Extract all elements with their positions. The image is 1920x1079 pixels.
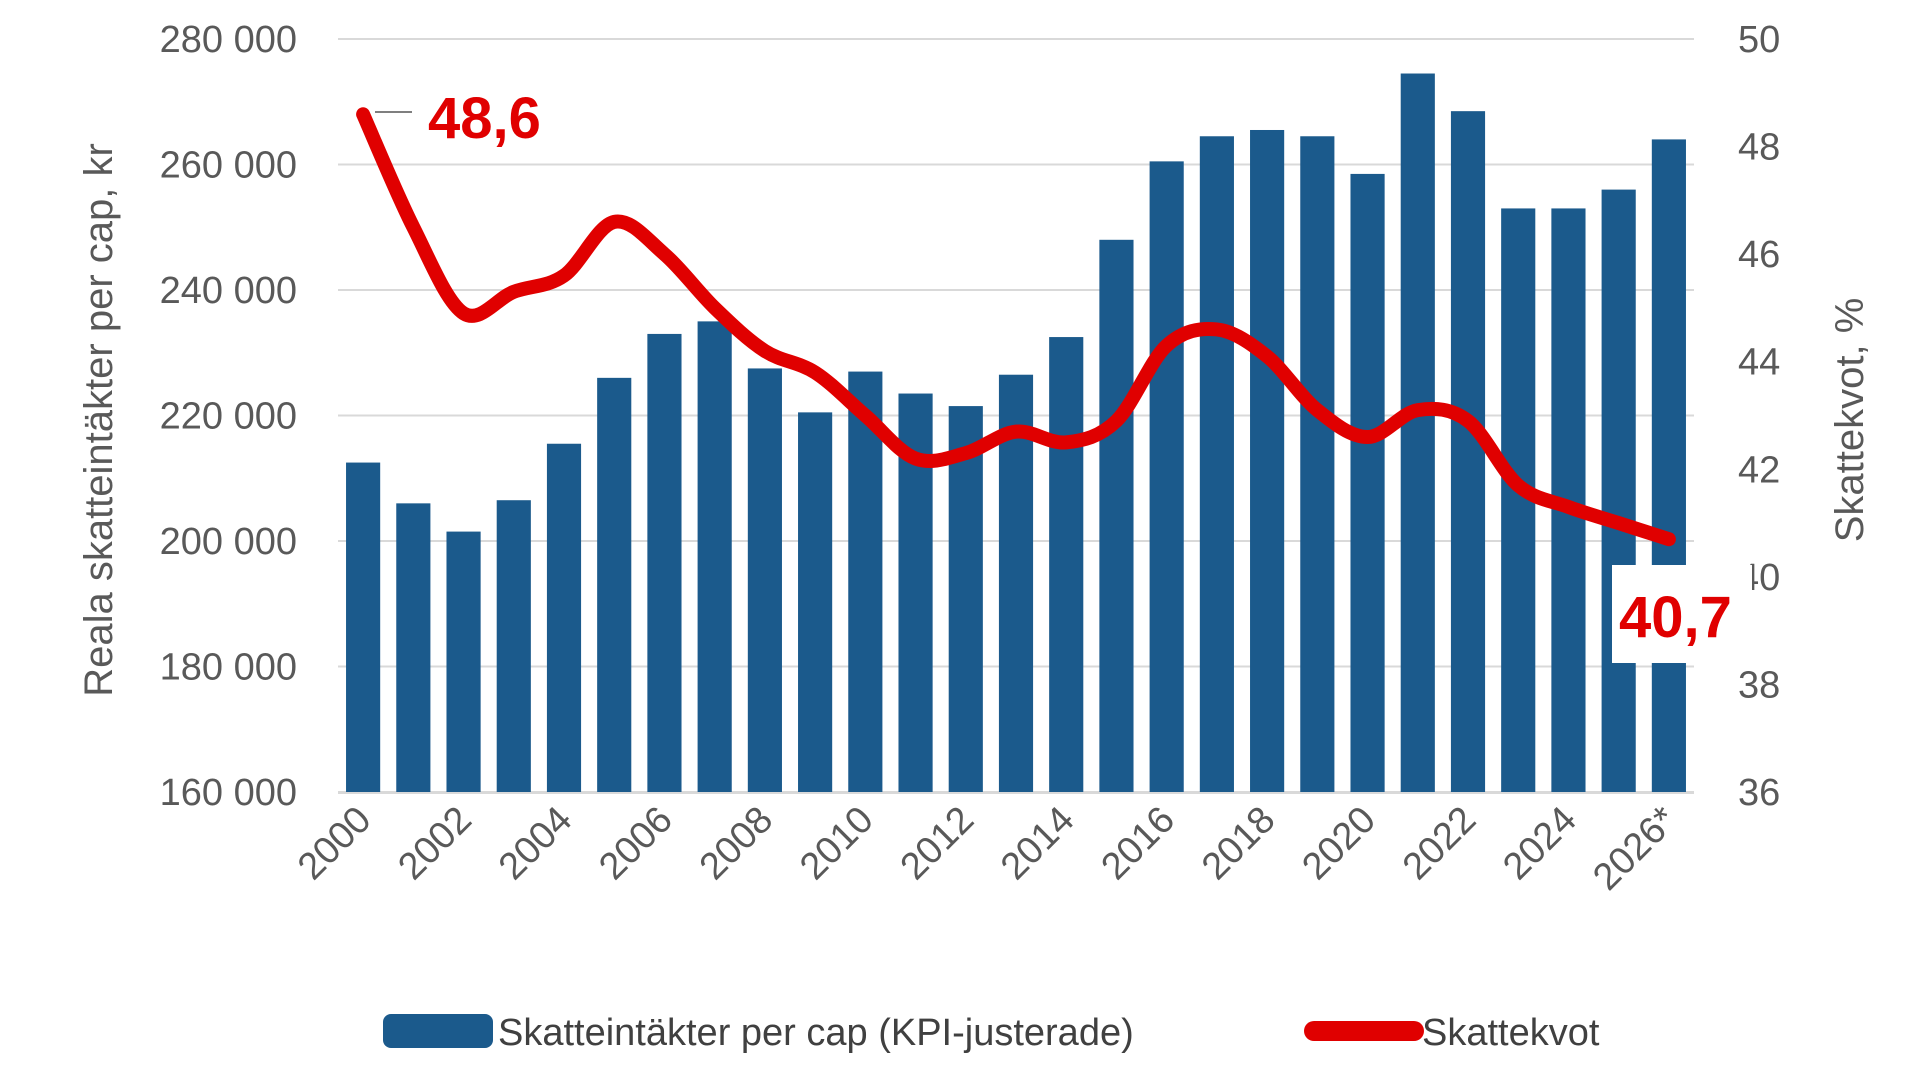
- bar: [798, 412, 833, 792]
- bar: [597, 377, 632, 792]
- line-point: [412, 226, 414, 228]
- bar: [1199, 136, 1234, 792]
- line-point: [814, 371, 816, 373]
- line-point: [1316, 409, 1318, 411]
- x-tick-label: 2000: [290, 799, 379, 888]
- left-tick-label: 220 000: [160, 396, 297, 438]
- bar: [998, 374, 1034, 792]
- line-point: [1517, 484, 1519, 486]
- left-axis-ticks: 280 000 260 000 240 000 220 000 200 000 180 0…: [160, 19, 297, 814]
- line-point: [1618, 522, 1620, 524]
- line-point: [1567, 506, 1569, 508]
- line-point: [1115, 420, 1117, 422]
- bar: [747, 368, 782, 792]
- end-value-label: 40,7: [1619, 585, 1732, 650]
- bar: [1400, 73, 1435, 792]
- line-point: [513, 291, 515, 293]
- bar: [1601, 189, 1636, 793]
- x-axis-ticks: 2000 2002 2004 2006 2008 2010 2012 2014 2016 2018…: [290, 799, 1685, 899]
- line-point: [1417, 409, 1419, 411]
- line-point: [965, 452, 967, 454]
- line-point: [1065, 441, 1067, 443]
- bar: [948, 406, 983, 792]
- line-point: [613, 221, 615, 223]
- x-tick-label: 2008: [692, 799, 781, 888]
- bar: [446, 531, 481, 792]
- bar: [1450, 111, 1486, 793]
- end-value-label-box: [1612, 565, 1752, 663]
- line-point: [714, 307, 716, 309]
- x-tick-label: 2024: [1495, 799, 1584, 888]
- x-tick-label: 2006: [591, 799, 680, 888]
- line-series: [356, 107, 1676, 547]
- bar: [1099, 239, 1134, 793]
- x-tick-label: 2018: [1194, 799, 1283, 888]
- right-tick-label: 38: [1738, 664, 1780, 706]
- left-tick-label: 280 000: [160, 19, 297, 61]
- right-axis-title: Skattekvot, %: [1828, 298, 1872, 543]
- legend-swatch-bars: [383, 1014, 493, 1048]
- line-point: [764, 350, 766, 352]
- line-point: [1166, 345, 1168, 347]
- x-tick-label: 2010: [792, 799, 881, 888]
- x-tick-label: 2026*: [1585, 799, 1685, 899]
- bar: [496, 500, 531, 792]
- skattekvot-line: [356, 107, 1676, 547]
- legend-label-line: Skattekvot: [1422, 1012, 1600, 1054]
- right-tick-label: 48: [1738, 127, 1780, 169]
- line-point: [663, 253, 665, 255]
- bar: [1049, 337, 1084, 792]
- left-axis-title: Reala skatteintäkter per cap, kr: [77, 143, 121, 697]
- line-point: [1216, 328, 1218, 330]
- bar-series: [346, 73, 1686, 793]
- bar: [647, 333, 682, 792]
- x-tick-label: 2016: [1094, 799, 1183, 888]
- right-tick-label: 44: [1738, 342, 1780, 384]
- left-tick-label: 200 000: [160, 521, 297, 563]
- left-tick-label: 240 000: [160, 270, 297, 312]
- bar: [1250, 129, 1285, 793]
- left-tick-label: 260 000: [160, 145, 297, 187]
- line-point: [915, 458, 917, 460]
- line-point: [1668, 538, 1670, 540]
- right-tick-label: 42: [1738, 449, 1780, 491]
- x-tick-label: 2004: [491, 799, 580, 888]
- right-tick-label: 46: [1738, 234, 1780, 276]
- line-point: [1266, 355, 1268, 357]
- x-tick-label: 2012: [893, 799, 982, 888]
- x-tick-label: 2022: [1395, 799, 1484, 888]
- bar: [1651, 139, 1686, 792]
- x-tick-label: 2020: [1294, 799, 1383, 888]
- start-value-label: 48,6: [428, 86, 541, 151]
- line-point: [1015, 431, 1017, 433]
- line-point: [1367, 436, 1369, 438]
- legend-label-bars: Skatteintäkter per cap (KPI-justerade): [498, 1012, 1134, 1054]
- bar: [848, 371, 883, 792]
- line-point: [463, 312, 465, 314]
- left-tick-label: 180 000: [160, 647, 297, 689]
- bar: [1149, 161, 1184, 793]
- bar: [697, 321, 732, 792]
- x-tick-label: 2002: [390, 799, 479, 888]
- bar: [346, 462, 381, 792]
- right-tick-label: 50: [1738, 19, 1780, 61]
- bar: [1300, 136, 1335, 792]
- line-point: [563, 275, 565, 277]
- line-point: [362, 113, 364, 115]
- bar: [546, 443, 582, 792]
- legend: Skatteintäkter per cap (KPI-justerade) S…: [383, 1012, 1600, 1054]
- right-tick-label: 36: [1738, 772, 1780, 814]
- x-tick-label: 2014: [993, 799, 1082, 888]
- bar: [396, 503, 431, 792]
- line-point: [864, 415, 866, 416]
- bar: [1350, 173, 1385, 793]
- line-point: [1467, 420, 1469, 422]
- left-tick-label: 160 000: [160, 772, 297, 814]
